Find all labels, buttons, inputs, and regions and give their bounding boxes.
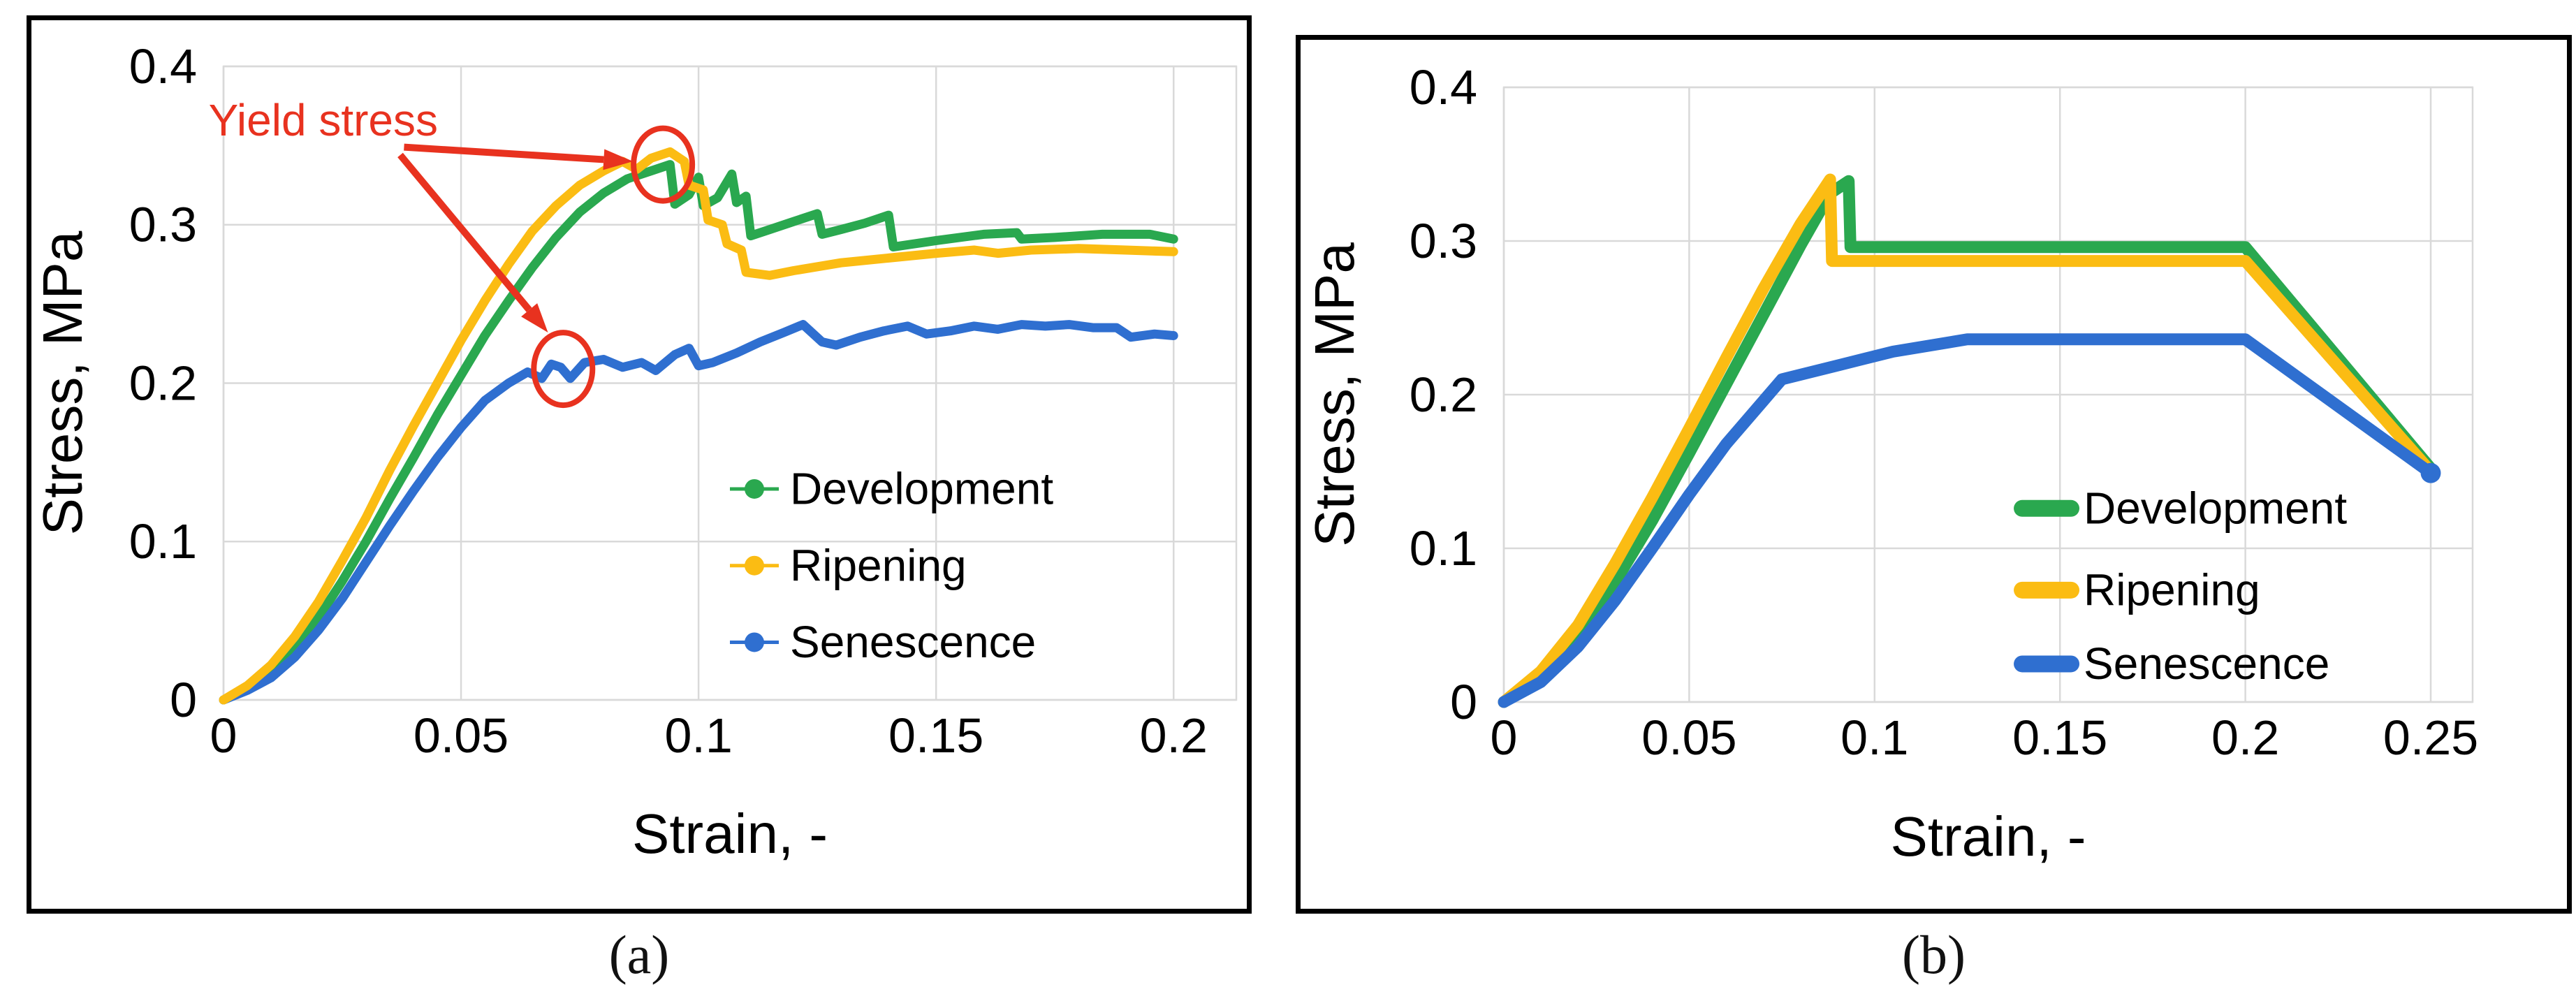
y-axis-title: Stress, MPa <box>31 231 94 535</box>
annotation-text: Yield stress <box>209 95 438 145</box>
y-tick-label: 0.1 <box>129 514 197 569</box>
caption-b: (b) <box>1902 924 1966 985</box>
y-tick-label: 0 <box>1450 675 1477 729</box>
series-development-line <box>219 160 1178 705</box>
series-senescence-line <box>219 320 1178 705</box>
legend-item-development: Development <box>2014 483 2347 534</box>
legend-item-development: Development <box>730 464 1053 514</box>
y-tick-label: 0.3 <box>1410 214 1477 268</box>
legend-label: Development <box>790 464 1053 514</box>
plot-border <box>1502 86 2474 703</box>
x-tick-label: 0.15 <box>2012 710 2107 765</box>
x-tick-label: 0 <box>1491 710 1518 765</box>
y-tick-label: 0.2 <box>129 356 197 410</box>
yield-point-circle <box>631 125 696 204</box>
x-tick-label: 0.2 <box>1140 708 1208 763</box>
legend-label: Senescence <box>790 617 1036 667</box>
legend-dot-marker <box>745 555 764 576</box>
y-tick-label: 0.4 <box>1410 60 1477 115</box>
x-tick-label: 0.05 <box>1641 710 1736 765</box>
chart-b-svg: 0 0.05 0.1 0.15 0.2 0.25 0 0.1 0.2 0.3 0.4 Strain, … <box>1303 60 2478 868</box>
x-tick-label: 0.15 <box>888 708 983 763</box>
legend-item-ripening: Ripening <box>730 540 967 590</box>
y-tick-label: 0.4 <box>129 39 197 94</box>
series-senescence-line <box>1498 333 2437 708</box>
legend-label: Development <box>2084 483 2347 534</box>
annotation-arrowhead <box>603 149 634 170</box>
x-tick-label: 0.1 <box>1840 710 1908 765</box>
x-tick-label: 0.05 <box>414 708 508 763</box>
annotation-arrow-line <box>397 152 532 312</box>
x-axis-title: Strain, - <box>632 803 828 865</box>
y-tick-label: 0.2 <box>1410 367 1477 422</box>
x-tick-label: 0 <box>210 708 237 763</box>
legend-item-ripening: Ripening <box>2014 565 2260 615</box>
legend-dot-marker <box>745 478 764 499</box>
legend-label: Ripening <box>2084 565 2260 615</box>
annotation-arrow-line <box>404 143 604 163</box>
x-tick-label: 0.1 <box>664 708 732 763</box>
caption-a: (a) <box>608 924 670 985</box>
y-tick-label: 0 <box>170 673 197 727</box>
y-tick-label: 0.1 <box>1410 521 1477 576</box>
series-ripening-line <box>1498 173 2437 708</box>
y-tick-label: 0.3 <box>129 198 197 252</box>
legend-dot-marker <box>745 632 764 652</box>
legend-label: Senescence <box>2084 638 2329 689</box>
panel-stress-strain-model: 0 0.05 0.1 0.15 0.2 0.25 0 0.1 0.2 0.3 0.4 Strain, … <box>1296 35 2572 914</box>
annotation-arrowhead <box>521 303 548 332</box>
x-tick-label: 0.2 <box>2211 710 2279 765</box>
yield-stress-annotation: Yield stress <box>209 95 696 409</box>
legend-item-senescence: Senescence <box>2014 638 2329 689</box>
series-development-line <box>1498 175 2437 708</box>
y-axis-title: Stress, MPa <box>1303 242 1366 547</box>
series-ripening-line <box>219 147 1178 705</box>
series-senescence-end-marker <box>2420 462 2441 483</box>
legend-item-senescence: Senescence <box>730 617 1036 667</box>
plot-border <box>222 65 1238 701</box>
x-axis-title: Strain, - <box>1890 805 2086 868</box>
x-tick-label: 0.25 <box>2383 710 2478 765</box>
yield-point-circle <box>531 330 596 409</box>
chart-a-svg: 0 0.05 0.1 0.15 0.2 0 0.1 0.2 0.3 0.4 Strain, - Str… <box>31 39 1238 865</box>
legend-label: Ripening <box>790 540 967 590</box>
panel-stress-strain-experimental: 0 0.05 0.1 0.15 0.2 0 0.1 0.2 0.3 0.4 Strain, - Str… <box>27 15 1252 914</box>
